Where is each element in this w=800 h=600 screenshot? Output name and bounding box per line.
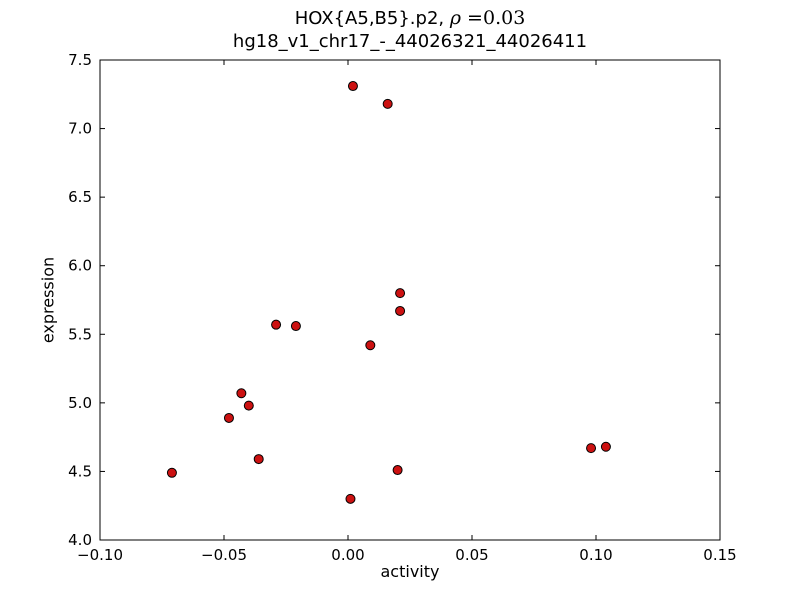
data-point [586,443,597,454]
x-tick-label: −0.05 [201,546,247,564]
y-tick-label: 5.0 [68,394,92,412]
x-tick-label: 0.05 [455,546,488,564]
data-point [347,81,358,92]
x-tick-label: −0.10 [77,546,123,564]
x-tick-label: 0.00 [331,546,364,564]
x-axis-label: activity [380,562,440,581]
y-tick-label: 6.5 [68,188,92,206]
data-point [365,340,376,351]
data-point [600,441,611,452]
y-tick-label: 6.0 [68,257,92,275]
data-point [290,321,301,332]
data-point [395,305,406,316]
data-point [271,319,282,330]
rho-value: =0.03 [461,7,526,29]
rho-symbol: ρ [449,7,462,29]
data-point [236,388,247,399]
data-point [223,412,234,423]
data-point [166,467,177,478]
x-tick-label: 0.15 [703,546,736,564]
data-point [253,454,264,465]
plot-title-line2: hg18_v1_chr17_-_44026321_44026411 [232,31,588,52]
title-text: HOX{A5,B5}.p2, [294,8,450,29]
y-tick-label: 5.5 [68,325,92,343]
y-tick-label: 4.0 [68,531,92,549]
y-tick-label: 7.5 [68,51,92,69]
y-tick-label: 7.0 [68,120,92,138]
data-point [395,288,406,299]
plot-border [99,59,721,541]
y-tick-label: 4.5 [68,462,92,480]
data-point [345,493,356,504]
x-tick-label: 0.10 [579,546,612,564]
data-point [392,465,403,476]
y-axis-label: expression [38,256,58,344]
data-point [243,400,254,411]
plot-title-line1: HOX{A5,B5}.p2, ρ =0.03 [100,7,720,29]
data-point [382,98,393,109]
